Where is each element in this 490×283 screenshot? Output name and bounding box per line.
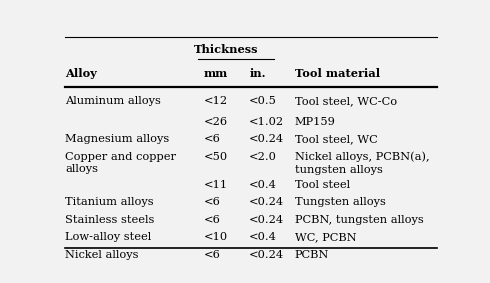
Text: mm: mm [204, 68, 228, 79]
Text: <0.24: <0.24 [249, 198, 284, 207]
Text: Copper and copper
alloys: Copper and copper alloys [65, 152, 176, 174]
Text: Nickel alloys: Nickel alloys [65, 250, 139, 260]
Text: <6: <6 [204, 250, 221, 260]
Text: <2.0: <2.0 [249, 152, 277, 162]
Text: <26: <26 [204, 117, 228, 127]
Text: Low-alloy steel: Low-alloy steel [65, 232, 151, 242]
Text: <0.24: <0.24 [249, 250, 284, 260]
Text: Nickel alloys, PCBN(a),
tungsten alloys: Nickel alloys, PCBN(a), tungsten alloys [295, 152, 429, 175]
Text: MP159: MP159 [295, 117, 336, 127]
Text: <0.24: <0.24 [249, 134, 284, 144]
Text: Aluminum alloys: Aluminum alloys [65, 96, 161, 106]
Text: Alloy: Alloy [65, 68, 97, 79]
Text: <1.02: <1.02 [249, 117, 284, 127]
Text: PCBN: PCBN [295, 250, 329, 260]
Text: Thickness: Thickness [194, 44, 259, 55]
Text: Stainless steels: Stainless steels [65, 215, 154, 225]
Text: <6: <6 [204, 134, 221, 144]
Text: Magnesium alloys: Magnesium alloys [65, 134, 170, 144]
Text: <0.24: <0.24 [249, 215, 284, 225]
Text: WC, PCBN: WC, PCBN [295, 232, 356, 242]
Text: <0.4: <0.4 [249, 180, 277, 190]
Text: <6: <6 [204, 198, 221, 207]
Text: <12: <12 [204, 96, 228, 106]
Text: <6: <6 [204, 215, 221, 225]
Text: <10: <10 [204, 232, 228, 242]
Text: Tool steel: Tool steel [295, 180, 350, 190]
Text: Titanium alloys: Titanium alloys [65, 198, 154, 207]
Text: Tool material: Tool material [295, 68, 380, 79]
Text: <50: <50 [204, 152, 228, 162]
Text: PCBN, tungsten alloys: PCBN, tungsten alloys [295, 215, 423, 225]
Text: <0.5: <0.5 [249, 96, 277, 106]
Text: Tool steel, WC: Tool steel, WC [295, 134, 378, 144]
Text: Tool steel, WC-Co: Tool steel, WC-Co [295, 96, 397, 106]
Text: <0.4: <0.4 [249, 232, 277, 242]
Text: <11: <11 [204, 180, 228, 190]
Text: in.: in. [249, 68, 266, 79]
Text: Tungsten alloys: Tungsten alloys [295, 198, 386, 207]
